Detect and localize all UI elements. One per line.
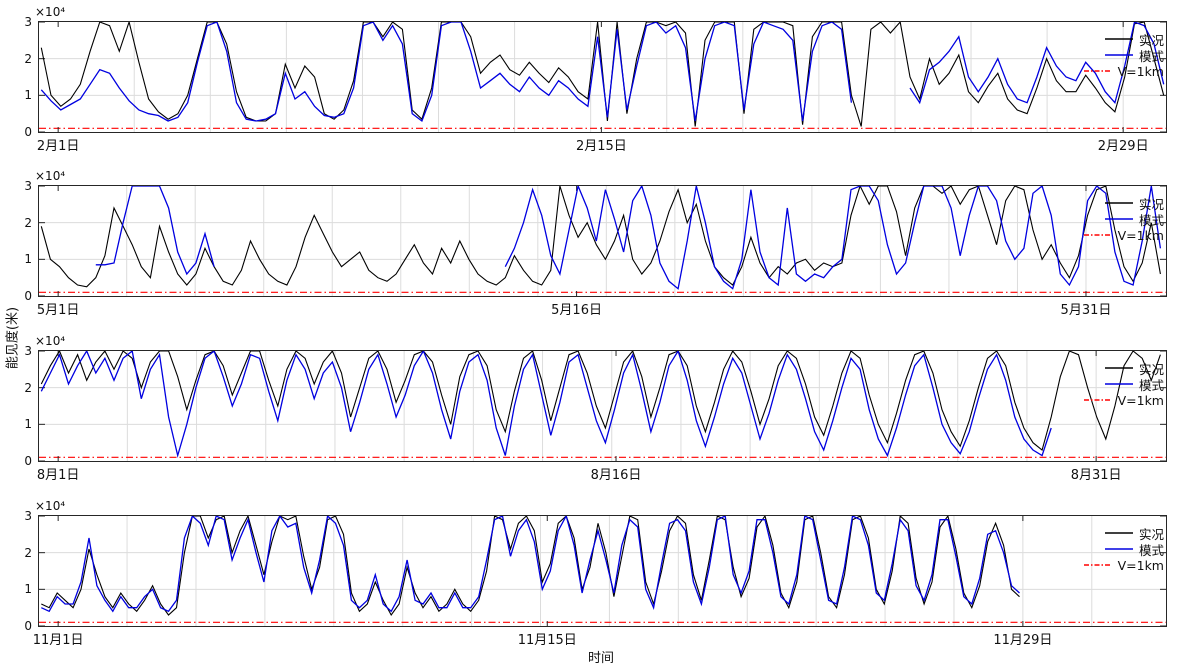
obs-line-icon: [1104, 38, 1133, 40]
model-line-icon: [1104, 548, 1133, 550]
legend: 实况 模式 V=1km: [1083, 31, 1164, 79]
obs-line-icon: [1104, 367, 1133, 369]
model-line-icon: [1104, 383, 1133, 385]
y-tick-label: 1: [24, 417, 32, 432]
x-tick-labels: 8月1日 8月16日 8月31日: [36, 461, 1166, 483]
legend-label-obs: 实况: [1138, 526, 1164, 542]
x-tick-label: 5月31日: [1060, 303, 1112, 318]
y-tick-label: 2: [24, 215, 32, 230]
plot-area-may: [39, 186, 1166, 296]
model-line-icon: [1104, 218, 1133, 220]
y-exponent-label: ×10⁴: [35, 169, 66, 183]
legend-entry-ref: V=1km: [1083, 557, 1164, 573]
x-tick-labels: 2月1日 2月15日 2月29日: [36, 132, 1166, 154]
model-series-path: [40, 351, 1052, 459]
legend-entry-obs: 实况: [1083, 31, 1164, 48]
y-exponent-label: ×10⁴: [35, 499, 66, 513]
x-tick-labels: 5月1日 5月16日 5月31日: [36, 296, 1166, 318]
y-tick-label: 0: [24, 289, 32, 303]
legend-label-obs: 实况: [1138, 196, 1164, 212]
y-tick-label: 2: [24, 545, 32, 560]
legend-label-ref: V=1km: [1117, 557, 1164, 573]
x-tick-label: 8月31日: [1070, 468, 1122, 483]
x-tick-label: 2月15日: [575, 139, 627, 154]
legend-label-model: 模式: [1138, 212, 1164, 228]
legend: 实况 模式 V=1km: [1083, 525, 1164, 573]
x-tick-label: 11月15日: [517, 633, 577, 648]
ref-line-icon: [1083, 70, 1112, 72]
subplot-november: ×10⁴ 0 1 2 3 实况 模式 V=1km 11月1日 11月15日 11月29日: [24, 499, 1167, 648]
legend-label-ref: V=1km: [1117, 63, 1164, 79]
y-tick-label: 2: [24, 380, 32, 395]
legend-entry-ref: V=1km: [1083, 63, 1164, 79]
y-tick-label: 3: [24, 15, 32, 29]
model-series-path: [40, 22, 1165, 123]
x-tick-label: 11月29日: [993, 633, 1053, 648]
x-tick-label: 2月29日: [1097, 139, 1149, 154]
legend-entry-model: 模式: [1083, 47, 1164, 64]
legend-entry-model: 模式: [1083, 376, 1164, 393]
y-tick-label: 1: [24, 252, 32, 267]
model-line-icon: [1104, 54, 1133, 56]
ref-line-icon: [1083, 564, 1112, 566]
legend-entry-obs: 实况: [1083, 360, 1164, 377]
y-tick-label: 3: [24, 179, 32, 193]
legend-label-obs: 实况: [1138, 32, 1164, 48]
x-tick-label: 5月16日: [551, 303, 602, 318]
model-series-path: [41, 516, 1020, 613]
x-tick-label: 5月1日: [36, 303, 80, 318]
ref-line-icon: [1083, 399, 1112, 401]
y-tick-label: 3: [24, 509, 32, 523]
legend-entry-ref: V=1km: [1083, 392, 1164, 408]
ref-line-icon: [1083, 234, 1112, 236]
x-axis-label: 时间: [587, 651, 615, 666]
plot-area-february: [39, 22, 1166, 132]
legend-label-model: 模式: [1138, 377, 1164, 393]
model-series-path: [95, 186, 1162, 290]
legend-entry-model: 模式: [1083, 541, 1164, 558]
y-tick-label: 0: [24, 619, 32, 633]
legend-entry-ref: V=1km: [1083, 227, 1164, 243]
y-tick-label: 1: [24, 582, 32, 597]
subplot-february: ×10⁴ 0 1 2 3 实况 模式 V=1km 2月1日 2月15日 2月29日: [24, 5, 1167, 154]
subplot-august: ×10⁴ 0 1 2 3 实况 模式 V=1km 8月1日 8月16日 8月31日: [24, 334, 1167, 483]
subplot-may: ×10⁴ 0 1 2 3 实况 模式 V=1km 5月1日 5月16日 5月31日: [24, 169, 1167, 318]
legend-label-model: 模式: [1138, 542, 1164, 558]
x-tick-labels: 11月1日 11月15日 11月29日: [33, 626, 1166, 648]
obs-series-path: [40, 22, 1165, 127]
obs-series-path: [40, 351, 1161, 451]
y-tick-label: 0: [24, 125, 32, 139]
legend-label-ref: V=1km: [1117, 392, 1164, 408]
legend-label-obs: 实况: [1138, 361, 1164, 377]
x-tick-label: 2月1日: [36, 139, 80, 154]
plot-area-august: [39, 351, 1166, 461]
x-tick-label: 11月1日: [32, 633, 84, 648]
y-exponent-label: ×10⁴: [35, 5, 66, 19]
y-tick-label: 3: [24, 344, 32, 358]
legend: 实况 模式 V=1km: [1083, 195, 1164, 243]
obs-line-icon: [1104, 532, 1133, 534]
y-tick-label: 1: [24, 88, 32, 103]
legend: 实况 模式 V=1km: [1083, 360, 1164, 408]
legend-label-model: 模式: [1138, 48, 1164, 64]
y-tick-label: 0: [24, 454, 32, 468]
y-axis-label: 能见度(米): [5, 306, 21, 370]
obs-series-path: [40, 186, 1161, 288]
obs-line-icon: [1104, 202, 1133, 204]
legend-entry-obs: 实况: [1083, 195, 1164, 212]
y-exponent-label: ×10⁴: [35, 334, 66, 348]
legend-entry-obs: 实况: [1083, 525, 1164, 542]
legend-entry-model: 模式: [1083, 211, 1164, 228]
y-tick-label: 2: [24, 51, 32, 66]
x-tick-label: 8月1日: [36, 468, 80, 483]
x-tick-label: 8月16日: [590, 468, 642, 483]
legend-label-ref: V=1km: [1117, 227, 1164, 243]
plot-area-november: [39, 516, 1166, 626]
